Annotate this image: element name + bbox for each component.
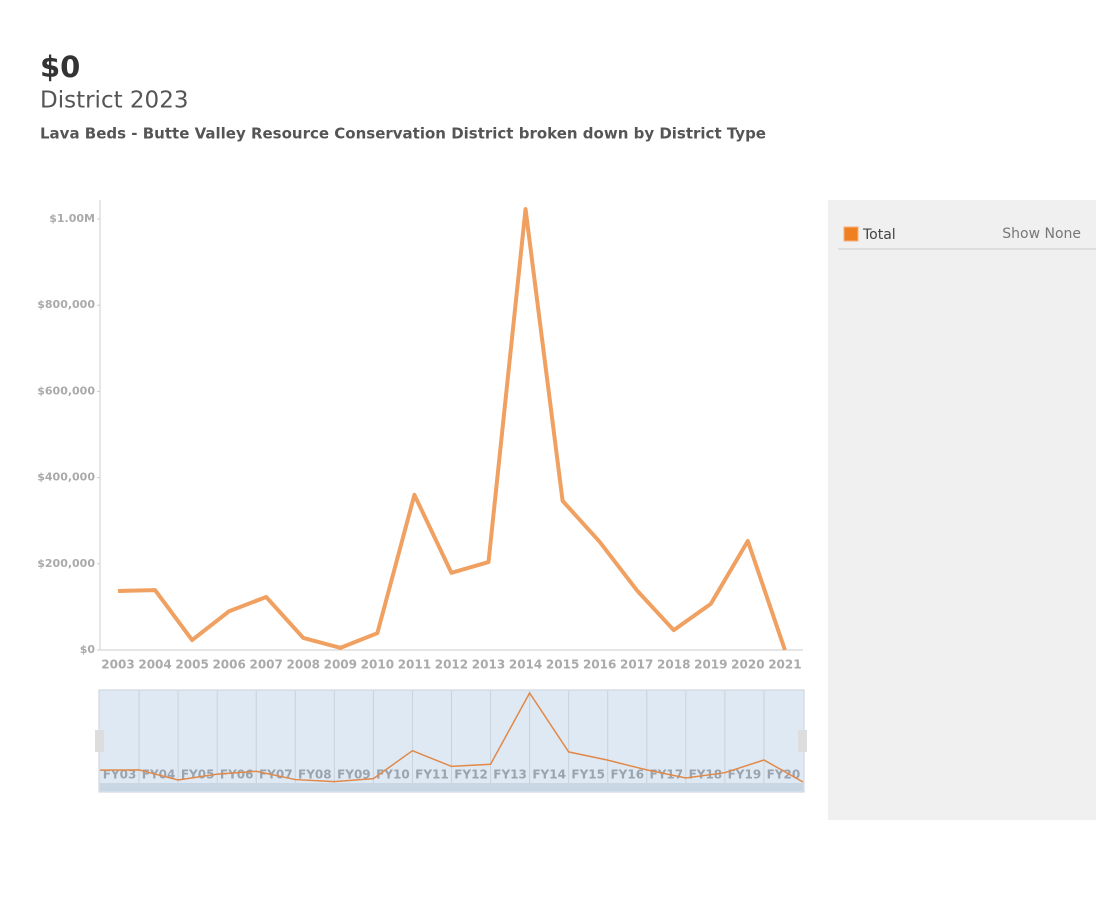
x-tick-label: 2020 xyxy=(731,658,764,672)
x-tick-label: 2006 xyxy=(212,658,245,672)
legend-panel xyxy=(828,200,1096,820)
x-tick-label: 2019 xyxy=(694,658,727,672)
x-tick-label: 2009 xyxy=(324,658,357,672)
navigator-label: FY10 xyxy=(376,768,410,782)
navigator-scrollbar[interactable] xyxy=(100,783,803,791)
navigator-label: FY08 xyxy=(298,768,332,782)
page-subtitle: Lava Beds - Butte Valley Resource Conser… xyxy=(40,125,766,143)
x-tick-label: 2011 xyxy=(398,658,431,672)
y-tick-label: $400,000 xyxy=(37,471,95,484)
x-tick-label: 2017 xyxy=(620,658,653,672)
navigator-label: FY19 xyxy=(728,768,762,782)
x-tick-label: 2015 xyxy=(546,658,579,672)
y-tick-label: $200,000 xyxy=(37,557,95,570)
navigator-label: FY12 xyxy=(454,768,488,782)
x-tick-label: 2012 xyxy=(435,658,468,672)
x-tick-label: 2008 xyxy=(287,658,320,672)
show-none[interactable]: Show None xyxy=(1002,226,1081,242)
x-tick-label: 2021 xyxy=(768,658,801,672)
series-line xyxy=(117,207,787,651)
navigator-line xyxy=(99,691,804,783)
navigator-label: FY11 xyxy=(415,768,449,782)
kpi-value: $0 xyxy=(40,50,80,84)
x-tick-label: 2014 xyxy=(509,658,542,672)
navigator-label: FY15 xyxy=(571,768,605,782)
page-title: District 2023 xyxy=(40,88,188,114)
navigator-label: FY06 xyxy=(220,768,254,782)
y-tick-label: $800,000 xyxy=(37,298,95,311)
navigator-label: FY07 xyxy=(259,768,293,782)
navigator-label: FY14 xyxy=(532,768,566,782)
x-tick-label: 2004 xyxy=(138,658,171,672)
y-tick-label: $600,000 xyxy=(37,384,95,397)
navigator-handle-right[interactable] xyxy=(798,730,807,752)
x-tick-label: 2005 xyxy=(175,658,208,672)
navigator-label: FY16 xyxy=(610,768,644,782)
navigator-handle-left[interactable] xyxy=(95,730,104,752)
x-tick-label: 2013 xyxy=(472,658,505,672)
x-tick-label: 2018 xyxy=(657,658,690,672)
navigator-label: FY09 xyxy=(337,768,371,782)
legend-label[interactable]: Total xyxy=(862,227,896,243)
navigator-label: FY20 xyxy=(767,768,801,782)
y-tick-label: $1.00M xyxy=(49,212,95,225)
navigator-label: FY18 xyxy=(689,768,723,782)
x-tick-label: 2003 xyxy=(101,658,134,672)
x-tick-label: 2007 xyxy=(249,658,282,672)
x-tick-label: 2010 xyxy=(361,658,394,672)
x-tick-label: 2016 xyxy=(583,658,616,672)
navigator-label: FY03 xyxy=(103,768,137,782)
legend-swatch xyxy=(843,226,859,242)
navigator-label: FY13 xyxy=(493,768,527,782)
y-tick-label: $0 xyxy=(80,643,96,656)
